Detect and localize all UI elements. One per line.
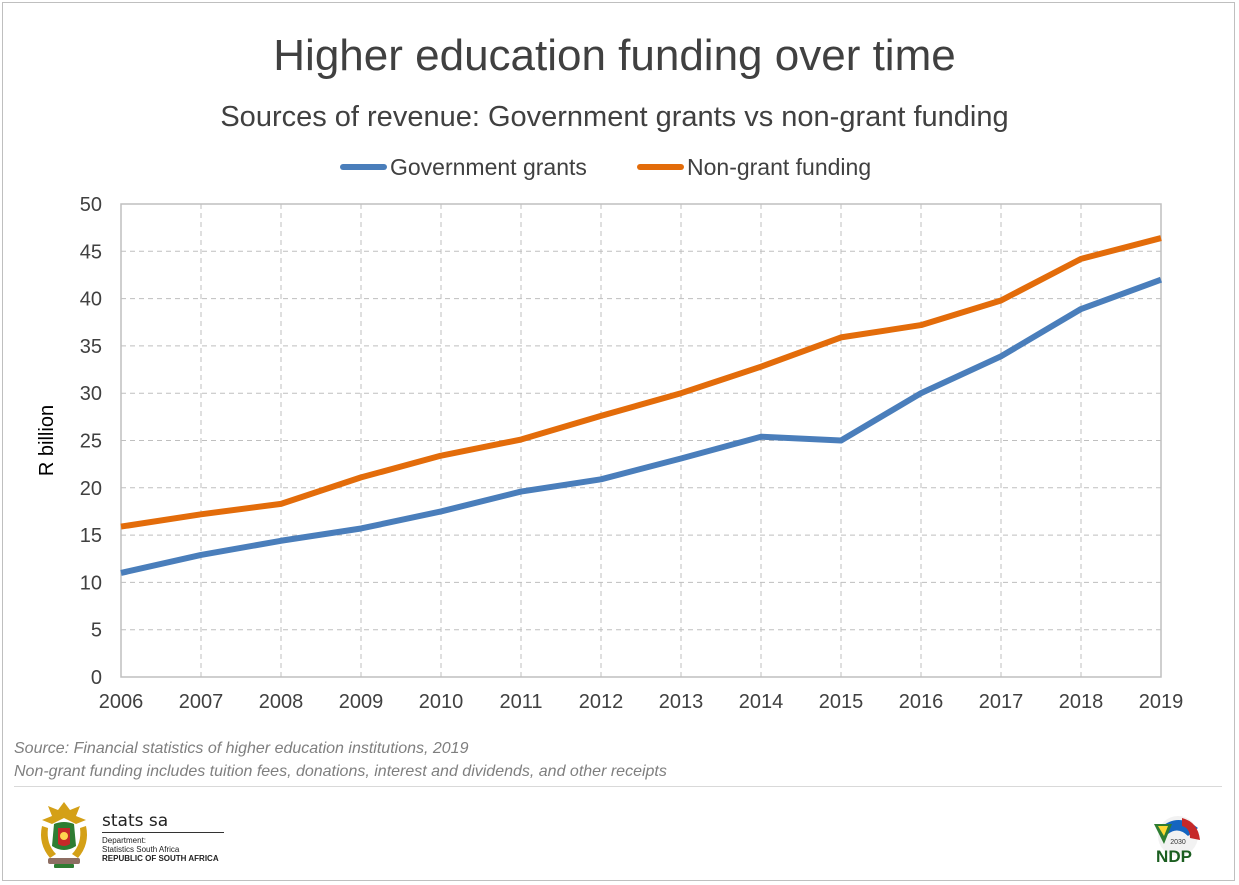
coat-of-arms-icon	[41, 802, 87, 868]
x-tick-label: 2019	[1139, 691, 1184, 713]
footer-divider	[14, 786, 1222, 787]
source-note: Source: Financial statistics of higher e…	[14, 740, 469, 757]
ndp-logo-icon: 2030 NDP	[1154, 816, 1200, 866]
x-tick-label: 2013	[659, 691, 704, 713]
x-tick-label: 2011	[499, 691, 542, 713]
x-tick-label: 2012	[579, 691, 624, 713]
x-tick-label: 2008	[259, 691, 304, 713]
y-tick-label: 5	[91, 620, 102, 642]
y-tick-label: 20	[80, 478, 102, 500]
statssa-dept-label: Department:	[102, 836, 147, 845]
legend-label: Non-grant funding	[687, 154, 871, 180]
x-tick-label: 2006	[99, 691, 144, 713]
x-tick-label: 2017	[979, 691, 1024, 713]
x-tick-label: 2015	[819, 691, 864, 713]
y-tick-label: 30	[80, 383, 102, 405]
y-tick-label: 40	[80, 289, 102, 311]
statssa-country: REPUBLIC OF SOUTH AFRICA	[102, 854, 219, 863]
y-axis-label: R billion	[36, 405, 58, 476]
series-line-0	[120, 276, 1163, 576]
chart-title: Higher education funding over time	[273, 31, 956, 80]
statssa-dept-name: Statistics South Africa	[102, 845, 180, 854]
x-tick-label: 2007	[179, 691, 224, 713]
ndp-year: 2030	[1170, 839, 1186, 846]
title-box: Higher education funding over time Sourc…	[113, 17, 1116, 133]
series-line-1	[120, 235, 1162, 530]
legend-label: Government grants	[390, 154, 587, 180]
chart-subtitle: Sources of revenue: Government grants vs…	[220, 101, 1009, 133]
y-tick-label: 0	[91, 667, 102, 689]
y-tick-label: 35	[80, 336, 102, 358]
x-tick-label: 2010	[419, 691, 464, 713]
y-tick-label: 10	[80, 572, 102, 594]
x-tick-label: 2014	[739, 691, 784, 713]
y-tick-label: 25	[80, 431, 102, 453]
y-tick-label: 45	[80, 241, 102, 263]
x-tick-label: 2016	[899, 691, 944, 713]
statssa-rule	[102, 832, 224, 833]
x-tick-label: 2009	[339, 691, 384, 713]
definition-note: Non-grant funding includes tuition fees,…	[14, 763, 667, 780]
ndp-wordmark: NDP	[1156, 847, 1192, 866]
x-tick-label: 2018	[1059, 691, 1104, 713]
statssa-wordmark: stats sa	[102, 811, 169, 831]
y-tick-label: 50	[80, 194, 102, 216]
y-tick-label: 15	[80, 525, 102, 547]
plot-border	[120, 203, 1162, 678]
